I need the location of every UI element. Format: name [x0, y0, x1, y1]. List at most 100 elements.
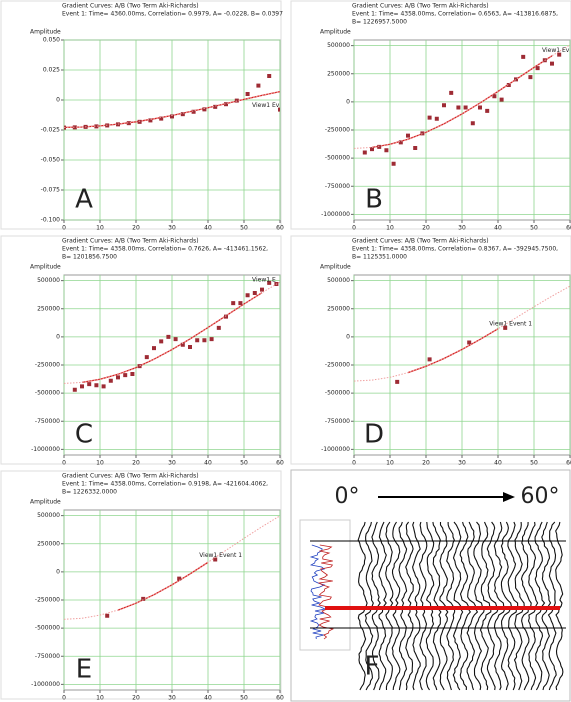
chart-panel: Gradient Curves: A/B (Two Term Aki-Richa…	[291, 1, 571, 232]
data-point	[174, 337, 178, 341]
data-point	[256, 84, 260, 88]
data-point	[213, 105, 217, 109]
x-tick-label: 60	[276, 460, 284, 467]
data-point	[413, 146, 417, 150]
x-tick-label: 60	[566, 225, 571, 232]
chart-panel: Gradient Curves: A/B (Two Term Aki-Richa…	[1, 1, 284, 232]
y-tick-label: -1000000	[321, 211, 350, 218]
data-point	[267, 74, 271, 78]
chart-subtitle: Event 1: Time= 4358.00ms, Correlation= 0…	[352, 11, 558, 18]
y-tick-label: -750000	[325, 418, 350, 425]
data-point	[536, 66, 540, 70]
y-tick-label: -500000	[35, 625, 60, 632]
annotation: View1 E	[252, 277, 276, 284]
data-point	[210, 337, 214, 341]
data-point	[395, 380, 399, 384]
data-point	[485, 109, 489, 113]
y-tick-label: -250000	[325, 362, 350, 369]
y-tick-label: 500000	[327, 277, 350, 284]
annotation: View1 Ev	[542, 47, 570, 54]
x-tick-label: 10	[96, 460, 104, 467]
data-point	[145, 355, 149, 359]
x-tick-label: 10	[386, 460, 394, 467]
y-tick-label: 0	[56, 97, 60, 104]
data-point	[260, 288, 264, 292]
angle-end: 60°	[521, 484, 560, 509]
chart-title: Gradient Curves: A/B (Two Term Aki-Richa…	[352, 3, 489, 10]
data-point	[363, 151, 367, 155]
y-axis-label: Amplitude	[320, 264, 351, 271]
data-point	[449, 91, 453, 95]
y-tick-label: -0.100	[41, 217, 61, 224]
y-tick-label: 0	[346, 333, 350, 340]
data-point	[478, 106, 482, 110]
x-tick-label: 10	[386, 225, 394, 232]
y-tick-label: -750000	[35, 653, 60, 660]
x-tick-label: 40	[494, 460, 502, 467]
y-tick-label: -1000000	[321, 446, 350, 453]
data-point	[420, 131, 424, 135]
y-tick-label: -500000	[325, 390, 350, 397]
x-tick-label: 30	[168, 460, 176, 467]
x-tick-label: 20	[132, 225, 140, 232]
panel-label: E	[76, 655, 92, 685]
x-tick-label: 50	[530, 225, 538, 232]
data-point	[550, 62, 554, 66]
chart-panel: Gradient Curves: A/B (Two Term Aki-Richa…	[291, 236, 571, 467]
panel-label: A	[75, 185, 93, 215]
x-tick-label: 50	[240, 225, 248, 232]
chart-title: Gradient Curves: A/B (Two Term Aki-Richa…	[352, 238, 489, 245]
data-point	[116, 375, 120, 379]
x-tick-label: 50	[240, 460, 248, 467]
figure: Gradient Curves: A/B (Two Term Aki-Richa…	[0, 0, 571, 702]
chart-subtitle: Event 1: Time= 4358.00ms, Correlation= 0…	[62, 481, 268, 488]
y-tick-label: -0.075	[41, 187, 61, 194]
chart-subtitle: Event 1: Time= 4358.00ms, Correlation= 0…	[62, 246, 268, 253]
annotation: View1 Event 1	[489, 320, 532, 327]
data-point	[464, 106, 468, 110]
x-tick-label: 20	[422, 225, 430, 232]
y-tick-label: -250000	[35, 597, 60, 604]
y-tick-label: 0.050	[43, 37, 60, 44]
x-tick-label: 30	[458, 225, 466, 232]
data-point	[392, 162, 396, 166]
x-tick-label: 20	[132, 695, 140, 702]
data-point	[435, 117, 439, 121]
x-tick-label: 0	[352, 225, 356, 232]
y-tick-label: 0	[56, 333, 60, 340]
panel-label: C	[75, 420, 93, 450]
data-point	[73, 388, 77, 392]
panel-f: 0° 60° F	[291, 470, 570, 701]
data-point	[202, 338, 206, 342]
data-point	[384, 148, 388, 152]
y-tick-label: 500000	[327, 42, 350, 49]
panel-label: D	[364, 420, 384, 450]
y-axis-label: Amplitude	[30, 29, 61, 36]
data-point	[528, 75, 532, 79]
y-tick-label: -250000	[35, 362, 60, 369]
x-tick-label: 0	[62, 460, 66, 467]
x-tick-label: 30	[168, 695, 176, 702]
annotation: View1 Ev	[252, 102, 280, 109]
chart-subtitle: B= 1201856.7500	[62, 254, 117, 261]
data-point	[428, 357, 432, 361]
data-point	[188, 345, 192, 349]
data-point	[442, 103, 446, 107]
x-tick-label: 20	[132, 460, 140, 467]
angle-start: 0°	[335, 484, 360, 509]
y-tick-label: -750000	[325, 183, 350, 190]
chart-title: Gradient Curves: A/B (Two Term Aki-Richa…	[62, 3, 199, 10]
y-tick-label: 250000	[37, 305, 60, 312]
data-point	[246, 293, 250, 297]
data-point	[406, 134, 410, 138]
data-point	[130, 372, 134, 376]
y-tick-label: -250000	[325, 127, 350, 134]
chart-panel: Gradient Curves: A/B (Two Term Aki-Richa…	[1, 236, 284, 467]
y-tick-label: -1000000	[31, 446, 60, 453]
x-tick-label: 0	[62, 225, 66, 232]
chart-subtitle: B= 1226332.0000	[62, 489, 117, 496]
data-point	[521, 55, 525, 59]
annotation: View1 Event 1	[199, 552, 242, 559]
data-point	[202, 107, 206, 111]
x-tick-label: 40	[204, 460, 212, 467]
